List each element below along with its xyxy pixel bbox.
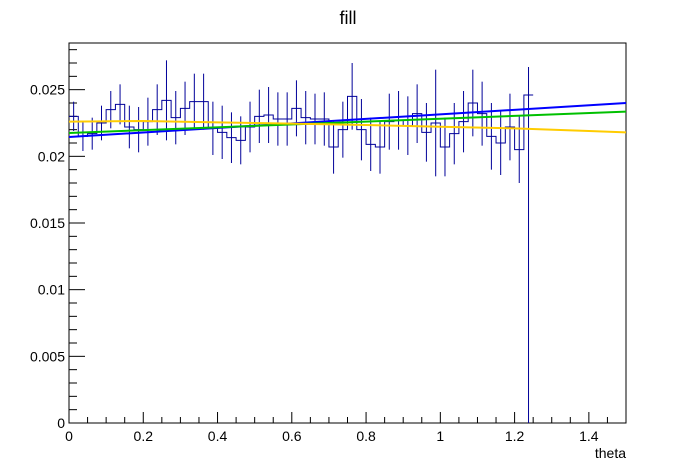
y-tick-label: 0.01 [38, 282, 65, 298]
chart-title: fill [340, 8, 357, 28]
fit-lines [68, 102, 627, 138]
x-axis: 0 0.2 0.4 0.6 0.8 1 1.2 1.4 [65, 412, 627, 444]
fit-line-2 [68, 110, 627, 134]
histogram-series [69, 60, 534, 423]
x-tick-label: 1.4 [579, 428, 599, 444]
x-tick-label: 1.2 [505, 428, 525, 444]
x-tick-label: 1 [436, 428, 444, 444]
fit-line-1 [68, 102, 627, 138]
x-tick-label: 0.8 [356, 428, 376, 444]
x-tick-label: 0 [65, 428, 73, 444]
x-tick-label: 0.6 [282, 428, 302, 444]
y-tick-label: 0.005 [30, 348, 65, 364]
x-axis-label: theta [595, 445, 626, 461]
y-tick-label: 0.025 [30, 82, 65, 98]
y-tick-label: 0.02 [38, 148, 65, 164]
y-axis: 0 0.005 0.01 0.015 0.02 0.025 [30, 49, 85, 431]
x-tick-label: 0.4 [208, 428, 228, 444]
y-tick-label: 0 [57, 415, 65, 431]
fit-line-3 [68, 119, 627, 134]
y-tick-label: 0.015 [30, 215, 65, 231]
x-tick-label: 0.2 [134, 428, 154, 444]
